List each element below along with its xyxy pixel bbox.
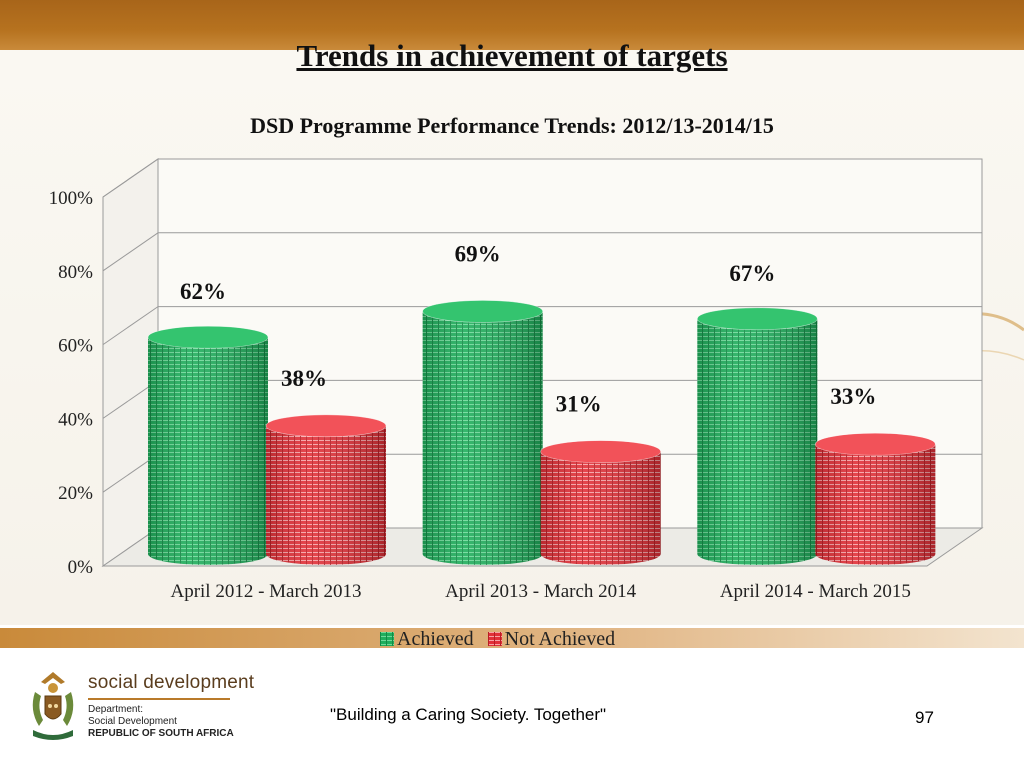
bar-shade-not-achieved-1 <box>540 451 661 565</box>
data-label-not-achieved-1: 31% <box>556 392 602 417</box>
bar-top-achieved-0 <box>147 325 269 349</box>
y-tick-label: 40% <box>58 409 93 430</box>
gridline-side <box>102 158 159 198</box>
slide-title: Trends in achievement of targets <box>296 38 728 73</box>
dept-line-3: REPUBLIC OF SOUTH AFRICA <box>88 728 234 739</box>
coat-of-arms-logo <box>32 672 74 740</box>
legend-label-achieved: Achieved <box>397 627 474 650</box>
x-tick-label-1: April 2013 - March 2014 <box>445 581 637 602</box>
bar-shade-not-achieved-2 <box>815 444 936 565</box>
brand-name: social development <box>88 672 255 693</box>
bar-shade-achieved-0 <box>148 337 268 565</box>
y-tick-label: 80% <box>58 262 93 283</box>
legend-item-not-achieved: Not Achieved <box>487 627 616 651</box>
y-tick-label: 20% <box>58 483 93 504</box>
gridline-side <box>102 306 159 346</box>
bar-shade-not-achieved-0 <box>266 425 386 565</box>
gridline-side <box>102 232 159 272</box>
data-label-not-achieved-2: 33% <box>830 384 876 409</box>
bar-top-not-achieved-2 <box>815 432 936 456</box>
bar-chart: 0% 20% 40% 60% 80% 100% 62% 38% 69% 31% 67% 33% Ap… <box>49 158 1024 602</box>
bars <box>147 300 936 565</box>
bar-top-achieved-2 <box>697 307 818 331</box>
y-tick-label: 100% <box>49 188 94 209</box>
y-axis: 0% 20% 40% 60% 80% 100% <box>49 188 94 578</box>
data-label-achieved-2: 67% <box>729 261 775 286</box>
bar-top-achieved-1 <box>422 300 543 323</box>
legend-swatch-achieved <box>380 632 394 646</box>
legend-item-achieved: Achieved <box>380 628 474 651</box>
data-label-achieved-1: 69% <box>455 241 501 266</box>
dept-line-2: Social Development <box>88 716 177 727</box>
chart-title: DSD Programme Performance Trends: 2012/1… <box>250 113 774 138</box>
bar-shade-achieved-1 <box>422 311 543 565</box>
x-axis: April 2012 - March 2013 April 2013 - Marc… <box>170 581 910 602</box>
x-tick-label-0: April 2012 - March 2013 <box>170 581 361 602</box>
bottom-decorative-band <box>0 628 1024 648</box>
bar-top-not-achieved-1 <box>540 440 661 463</box>
data-label-achieved-0: 62% <box>180 279 226 304</box>
x-tick-label-2: April 2014 - March 2015 <box>720 581 911 602</box>
bar-top-not-achieved-0 <box>265 414 387 438</box>
brand-divider <box>88 698 230 700</box>
top-decorative-band <box>0 0 1024 50</box>
page-number: 97 <box>915 708 934 727</box>
dept-line-1: Department: <box>88 704 144 715</box>
y-tick-label: 60% <box>58 336 93 357</box>
data-labels: 62% 38% 69% 31% 67% 33% <box>180 241 876 416</box>
footer <box>0 648 1024 768</box>
bar-shade-achieved-2 <box>697 318 818 565</box>
legend-label-not-achieved: Not Achieved <box>504 627 616 650</box>
y-tick-label: 0% <box>68 557 94 578</box>
legend-swatch-not-achieved <box>487 632 502 646</box>
data-label-not-achieved-0: 38% <box>281 366 327 391</box>
legend: Achieved Not Achieved <box>380 627 615 651</box>
tagline: "Building a Caring Society. Together" <box>330 705 607 724</box>
